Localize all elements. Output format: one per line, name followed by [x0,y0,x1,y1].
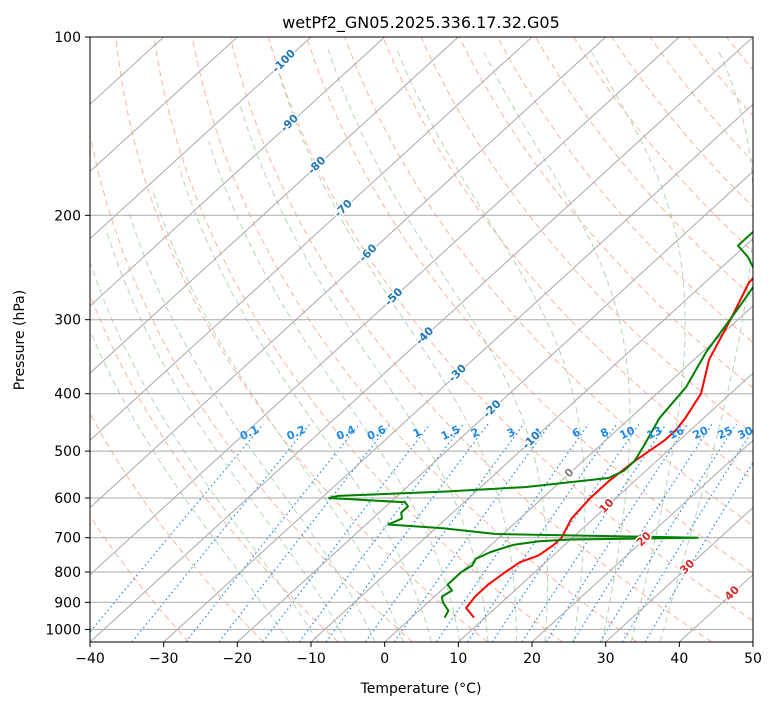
mixing-ratio-line [491,423,640,642]
mixing-ratio-label: 30 [736,424,756,442]
dry-adiabat [90,412,264,642]
chart-title: wetPf2_GN05.2025.336.17.32.G05 [282,13,560,33]
dry-adiabat [420,37,753,435]
isotherm-line [457,372,753,642]
mixing-ratio-line [185,423,360,642]
mixing-ratio-line [298,423,464,642]
y-tick-label: 800 [54,565,81,581]
y-tick-label: 300 [54,313,81,329]
moist-adiabat [127,208,376,642]
mixing-ratio-line [435,423,590,642]
x-tick-label: 10 [449,651,467,667]
x-tick-label: −40 [75,651,105,667]
moist-adiabat [105,227,347,642]
dry-adiabat [268,37,753,622]
mixing-ratio-line [262,423,431,642]
y-tick-label: 1000 [45,622,81,638]
y-axis-label: Pressure (hPa) [12,290,28,390]
dry-adiabat [306,37,753,574]
y-tick-label: 600 [54,491,81,507]
moist-adiabat [396,49,586,642]
mixing-ratio-line [521,423,667,642]
x-tick-label: 30 [597,651,615,667]
dry-adiabat [382,37,753,481]
isotherm-line [531,439,753,642]
isotherm-line [163,103,753,642]
x-axis-label: Temperature (°C) [360,681,482,697]
isotherm-line [90,37,607,509]
y-tick-label: 100 [54,30,81,46]
dry-adiabat [229,37,712,642]
isotherm-line [90,37,753,642]
dry-adiabat [344,37,753,527]
dry-adiabat [153,37,563,642]
isotherm-line [236,170,753,642]
dry-adiabat [191,37,638,642]
moist-adiabat [278,72,517,642]
x-tick-label: 40 [670,651,688,667]
x-tick-label: −30 [149,651,179,667]
mixing-ratio-line [90,423,265,633]
dry-adiabat [90,293,339,642]
mixing-ratio-label: 20 [691,424,711,442]
moist-adiabat [589,49,686,642]
y-tick-label: 500 [54,444,81,460]
plot-frame [89,36,754,643]
moist-adiabat [151,188,404,642]
mixing-ratio-line [218,423,391,642]
y-tick-label: 900 [54,595,81,611]
moist-adiabat [482,49,631,642]
mixing-ratio-line [325,423,489,642]
moist-adiabat [90,260,319,642]
y-tick-label: 700 [54,531,81,547]
dewpoint-profile-line [327,230,753,619]
moist-adiabat [659,49,753,642]
dry-adiabat [611,37,753,208]
y-tick-label: 200 [54,208,81,224]
mixing-ratio-line [621,428,753,642]
isotherm-line [605,506,753,642]
mixing-ratio-label: 16 [667,424,687,442]
isotherm-line [90,37,238,173]
isotherm-line [90,37,680,576]
x-tick-label: −10 [296,651,326,667]
moist-adiabat [90,329,290,642]
x-axis-ticks: −40 −30 −20 −10 0 10 20 30 40 50 [75,642,762,667]
x-tick-label: 0 [380,651,389,667]
dry-adiabat [496,37,753,344]
dry-adiabat [90,515,190,642]
mixing-ratio-label: 10 [618,424,638,442]
moist-adiabat [208,141,461,642]
mixing-ratio-line [364,423,525,642]
y-tick-label: 400 [54,387,81,403]
isotherm-line [90,37,533,442]
y-axis-ticks: 100 200 300 400 500 600 700 800 900 1000 [45,30,90,638]
x-tick-label: 20 [523,651,541,667]
mixing-ratio-label: 13 [645,424,664,442]
isotherm-line [310,237,753,642]
mixing-ratio-line [466,423,618,642]
x-tick-label: 50 [744,651,762,667]
dry-adiabat [115,37,488,642]
x-tick-label: −20 [223,651,253,667]
mixing-ratio-line [545,423,689,642]
isotherm-line [90,37,386,307]
temperature-profile-line [465,276,753,619]
mixing-ratio-line [644,461,753,642]
isotherm-line [90,37,312,240]
moist-adiabat [178,165,432,642]
isotherm-line [90,37,459,374]
profile-lines [327,230,753,619]
dry-adiabat [573,37,753,253]
mixing-ratio-label: 25 [715,424,734,442]
moist-adiabat [327,49,548,642]
